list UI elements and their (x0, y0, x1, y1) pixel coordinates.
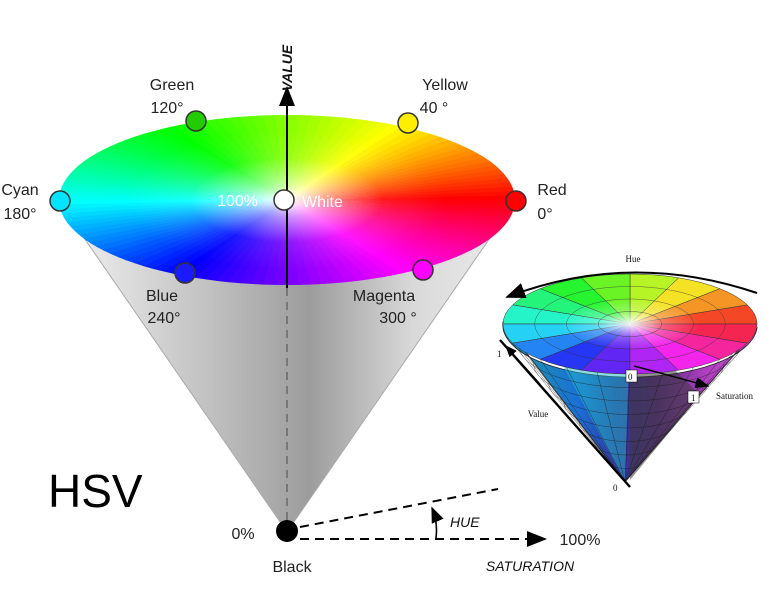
hue-reference-line (299, 488, 499, 528)
magenta-dot (412, 259, 434, 281)
cyan-label: Cyan (1, 182, 38, 199)
inset-saturation-label: Saturation (716, 391, 753, 401)
inset-wheel-ring (534, 286, 726, 362)
inset-cone-meridian (539, 359, 626, 483)
magenta-label: Magenta (353, 288, 415, 305)
value-axis-label: VALUE (279, 44, 295, 91)
inset-cone-meridian (596, 372, 626, 483)
inset-cone-meridian (624, 348, 741, 483)
inset-saturation-arrow (633, 365, 710, 389)
black-apex-dot (276, 520, 298, 542)
red-degree: 0° (537, 206, 552, 223)
inset-hue-label: Hue (626, 254, 641, 264)
saturation-axis-label: SATURATION (486, 558, 575, 574)
red-label: Red (537, 182, 566, 199)
inset-wheel-grid (534, 286, 726, 362)
inset-cone-meridian (566, 367, 626, 483)
yellow-degree: 40 ° (420, 100, 449, 117)
blue-dot (174, 262, 196, 284)
inset-cone-meridian (624, 373, 631, 483)
inset-one-top: 1 (497, 349, 502, 359)
green-dot (185, 110, 207, 132)
inset-cone-meridian (624, 367, 694, 483)
cyan-degree: 180° (3, 206, 36, 223)
blue-degree: 240° (147, 310, 180, 327)
inset-one-box (687, 390, 700, 404)
red-dot (505, 190, 527, 212)
blue-label: Blue (146, 288, 178, 305)
inset-zero-box (625, 369, 638, 383)
cyan-dot (49, 190, 71, 212)
center-percent: 100% (217, 193, 258, 210)
inset-value-axis (499, 339, 631, 488)
inset-cone-meridian (624, 372, 664, 483)
hue-axis-label: HUE (450, 514, 480, 530)
apex-percent: 0% (231, 526, 254, 543)
green-label: Green (150, 77, 194, 94)
hsv-title: HSV (48, 465, 143, 517)
inset-zero-center: 0 (628, 372, 633, 382)
inset-value-label: Value (528, 409, 549, 419)
inset-value-arrow (505, 345, 541, 385)
saturation-end: 100% (560, 532, 601, 549)
white-center-dot (273, 189, 295, 211)
inset-zero-bottom: 0 (613, 483, 618, 493)
inset-one-sat: 1 (691, 393, 696, 403)
hue-arc-arrow (431, 506, 444, 539)
inset-wheel-ring (566, 298, 694, 350)
inset-wheel-white-center (560, 298, 700, 350)
inset-cone-meridian (624, 336, 753, 483)
inset-wheel-ring (598, 311, 662, 337)
apex-name: Black (272, 559, 312, 576)
inset-hsv-cone: Hue 1 Value 0 0 1 Saturation (497, 254, 758, 493)
center-name: White (302, 194, 343, 211)
magenta-degree: 300 ° (379, 310, 417, 327)
yellow-label: Yellow (422, 77, 468, 94)
inset-hue-arrow (505, 271, 758, 299)
yellow-dot (397, 112, 419, 134)
green-degree: 120° (150, 100, 183, 117)
